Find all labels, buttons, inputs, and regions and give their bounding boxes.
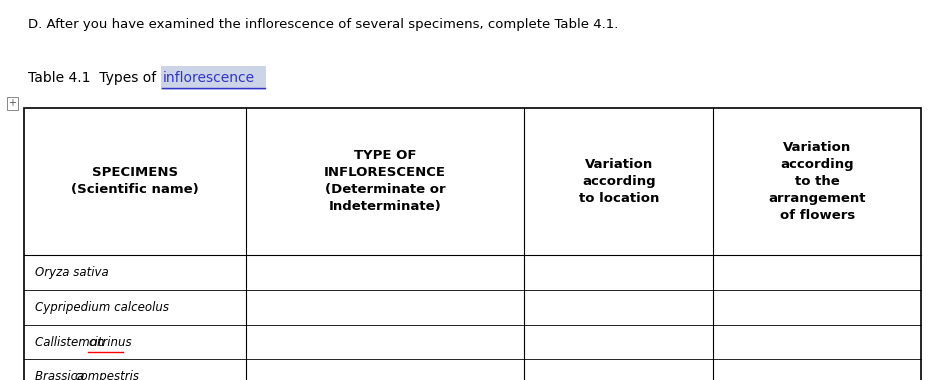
Text: Callistemon: Callistemon xyxy=(35,336,109,348)
Text: TYPE OF
INFLORESCENCE
(Determinate or
Indeterminate): TYPE OF INFLORESCENCE (Determinate or In… xyxy=(324,149,446,214)
Text: Variation
according
to location: Variation according to location xyxy=(578,158,659,205)
Text: Brassica: Brassica xyxy=(35,370,88,380)
Text: Table 4.1  Types of: Table 4.1 Types of xyxy=(28,71,160,85)
FancyBboxPatch shape xyxy=(160,66,266,90)
Text: Variation
according
to the
arrangement
of flowers: Variation according to the arrangement o… xyxy=(767,141,866,222)
Text: inflorescence: inflorescence xyxy=(162,71,254,85)
Bar xyxy=(24,108,920,380)
Text: citrinus: citrinus xyxy=(88,336,131,348)
Text: D. After you have examined the inflorescence of several specimens, complete Tabl: D. After you have examined the infloresc… xyxy=(28,18,618,31)
Text: +: + xyxy=(8,98,16,108)
Text: SPECIMENS
(Scientific name): SPECIMENS (Scientific name) xyxy=(71,166,198,196)
Text: Oryza sativa: Oryza sativa xyxy=(35,266,109,279)
Text: compestris: compestris xyxy=(75,370,140,380)
Text: Cypripedium calceolus: Cypripedium calceolus xyxy=(35,301,169,314)
